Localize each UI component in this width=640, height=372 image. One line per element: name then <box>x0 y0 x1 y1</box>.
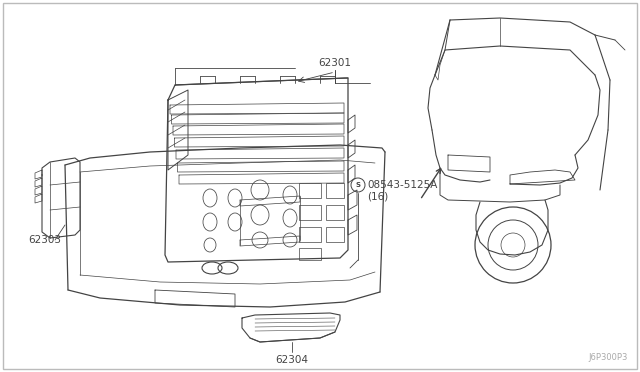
Bar <box>299 205 321 219</box>
Text: S: S <box>355 182 360 188</box>
Text: 62304: 62304 <box>275 355 308 365</box>
Text: J6P300P3: J6P300P3 <box>589 353 628 362</box>
Text: 62303: 62303 <box>28 235 61 245</box>
Bar <box>299 227 321 241</box>
Text: 62301: 62301 <box>319 58 351 68</box>
Bar <box>299 248 321 260</box>
Bar <box>326 227 344 241</box>
Bar <box>299 183 321 198</box>
Text: (16): (16) <box>367 191 388 201</box>
Bar <box>326 205 344 219</box>
Text: 08543-5125A: 08543-5125A <box>367 180 437 190</box>
Bar <box>326 183 344 198</box>
